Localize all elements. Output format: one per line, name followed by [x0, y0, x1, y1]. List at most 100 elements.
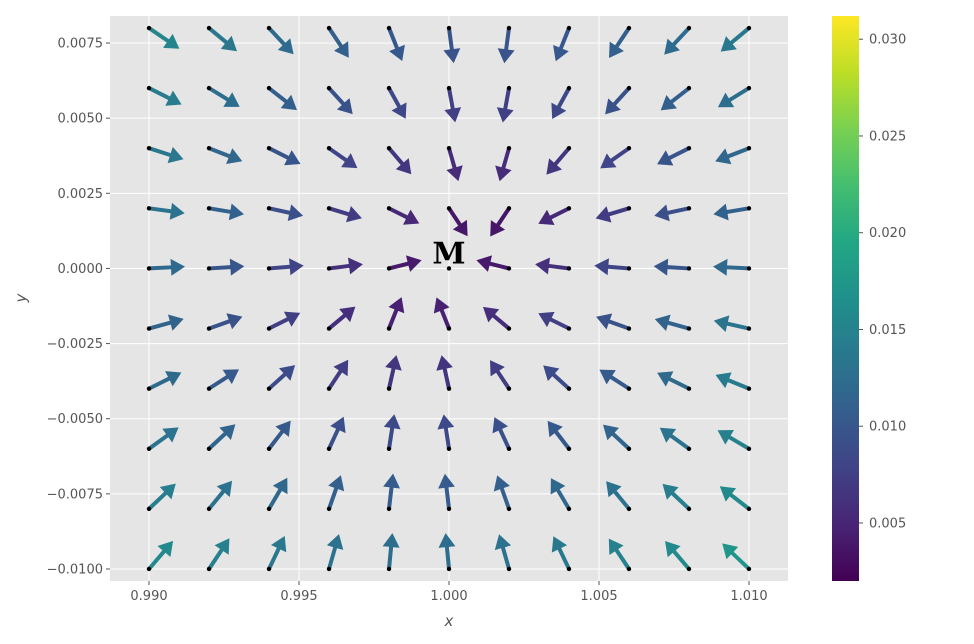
vector-arrow: [433, 297, 451, 330]
vector-arrow: [327, 86, 353, 115]
sample-point: [146, 506, 152, 512]
sample-point: [266, 566, 272, 572]
vector-arrow: [715, 372, 750, 391]
vector-arrow: [493, 475, 511, 510]
sample-point: [386, 386, 392, 391]
x-tick-label: 0.995: [280, 589, 317, 604]
y-tick-label: −0.0100: [47, 562, 103, 577]
marker-label-m: M: [432, 236, 465, 271]
vector-arrow: [446, 147, 463, 182]
vector-arrow: [657, 146, 690, 166]
x-tick-label: 0.990: [130, 589, 167, 604]
sample-point: [146, 206, 152, 211]
sample-point: [746, 146, 752, 151]
y-tick-label: 0.0025: [58, 187, 104, 202]
vector-arrow: [496, 87, 514, 123]
y-tick-label: −0.0075: [47, 487, 103, 502]
sample-point: [626, 506, 632, 512]
sample-point: [686, 386, 692, 391]
sample-point: [146, 146, 152, 151]
vector-arrow: [148, 86, 182, 106]
sample-point: [266, 206, 272, 211]
vector-arrow: [492, 417, 511, 450]
vector-arrow: [717, 86, 750, 108]
sample-point: [266, 25, 272, 31]
vector-arrow: [387, 146, 412, 175]
sample-point: [686, 206, 692, 211]
sample-point: [326, 386, 332, 391]
sample-point: [446, 85, 452, 91]
vector-arrow: [599, 369, 631, 391]
vector-arrow: [207, 26, 237, 52]
sample-point: [686, 146, 692, 151]
sample-point: [386, 326, 392, 331]
vector-arrow: [547, 420, 571, 450]
vector-arrow: [147, 427, 179, 451]
vector-arrow: [490, 360, 511, 390]
sample-point: [146, 25, 152, 31]
vector-arrow: [267, 420, 291, 450]
sample-point: [326, 266, 332, 271]
sample-point: [326, 25, 332, 31]
sample-point: [446, 206, 452, 211]
vector-arrow: [497, 27, 515, 64]
x-tick-label: 1.005: [580, 589, 617, 604]
sample-point: [506, 146, 512, 151]
y-axis-ticks: 0.0075 0.0050 0.0025 0.0000 −0.0025 −0.0050 −0…: [47, 37, 110, 577]
sample-point: [266, 85, 272, 91]
vector-arrow: [148, 202, 185, 220]
sample-point: [746, 326, 752, 331]
vector-arrow: [608, 538, 631, 571]
sample-point: [686, 85, 692, 91]
sample-point: [506, 566, 512, 572]
vector-arrow: [268, 204, 304, 221]
sample-point: [326, 85, 332, 91]
vector-arrow: [267, 536, 287, 570]
sample-point: [146, 446, 152, 451]
vector-arrow: [148, 314, 184, 331]
y-tick-label: −0.0050: [47, 412, 103, 427]
sample-point: [626, 386, 632, 391]
vector-arrow: [267, 26, 294, 55]
vector-arrow: [713, 315, 750, 332]
x-tick-label: 1.000: [430, 589, 467, 604]
vector-arrow: [383, 473, 400, 510]
vector-arrow: [328, 257, 363, 275]
vector-arrow: [208, 146, 243, 164]
sample-point: [746, 506, 752, 512]
sample-point: [686, 566, 692, 572]
sample-point: [146, 566, 152, 572]
colorbar-tick-label: 0.015: [869, 323, 906, 338]
vector-arrow: [327, 416, 346, 450]
sample-point: [326, 146, 332, 151]
vector-arrow: [208, 313, 243, 331]
sample-point: [446, 386, 452, 391]
sample-point: [206, 566, 212, 572]
colorbar-tick-label: 0.010: [869, 420, 906, 435]
sample-point: [326, 206, 332, 211]
sample-point: [266, 506, 272, 512]
vector-arrow: [447, 207, 468, 237]
colorbar-tick-label: 0.025: [869, 129, 906, 144]
y-tick-label: 0.0000: [58, 262, 104, 277]
vector-field: [146, 25, 752, 572]
sample-point: [566, 85, 572, 91]
vector-arrow: [207, 424, 236, 451]
sample-point: [266, 386, 272, 391]
sample-point: [626, 85, 632, 91]
vector-arrow: [550, 478, 571, 510]
sample-point: [386, 85, 392, 91]
vector-arrow: [664, 26, 691, 55]
vector-arrow: [207, 480, 233, 511]
vector-arrow: [327, 26, 349, 58]
sample-point: [446, 266, 452, 271]
sample-point: [326, 506, 332, 512]
sample-point: [266, 326, 272, 331]
vector-arrow: [207, 538, 230, 571]
sample-point: [146, 85, 152, 91]
sample-point: [506, 266, 512, 271]
sample-point: [386, 206, 392, 211]
vector-arrow: [654, 204, 690, 222]
vector-arrow: [551, 87, 571, 119]
sample-point: [386, 506, 392, 512]
